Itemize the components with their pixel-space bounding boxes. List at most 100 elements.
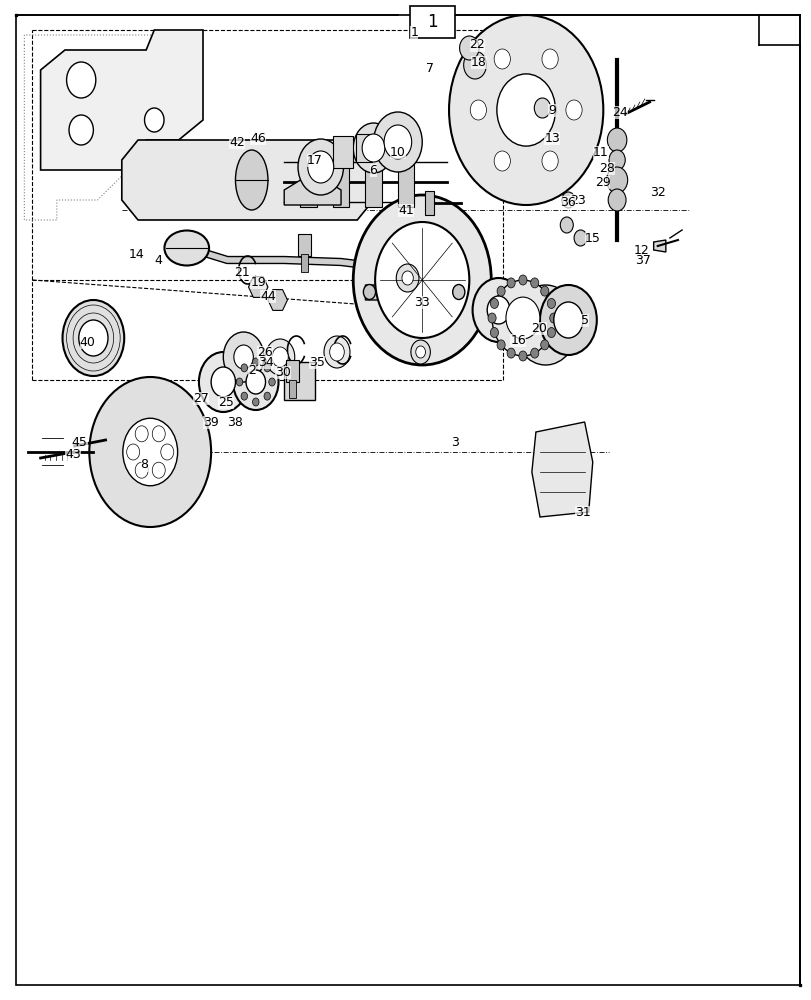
Circle shape [494, 49, 510, 69]
Circle shape [127, 444, 139, 460]
Text: 41: 41 [397, 204, 414, 217]
Bar [298, 234, 311, 256]
Text: 12: 12 [633, 243, 649, 256]
Circle shape [547, 328, 555, 338]
Text: 30: 30 [274, 365, 290, 378]
Text: 3: 3 [450, 436, 458, 448]
Circle shape [506, 348, 514, 358]
Circle shape [459, 36, 478, 60]
Circle shape [401, 271, 413, 285]
Circle shape [246, 370, 265, 394]
Circle shape [553, 302, 582, 338]
Circle shape [565, 100, 581, 120]
Text: 25: 25 [217, 395, 234, 408]
Circle shape [518, 275, 526, 285]
Circle shape [152, 426, 165, 442]
Circle shape [547, 298, 555, 308]
Text: 20: 20 [530, 322, 547, 334]
Circle shape [490, 328, 498, 338]
Text: 39: 39 [203, 416, 219, 428]
Bar [333, 157, 349, 207]
Circle shape [491, 280, 553, 356]
Circle shape [505, 297, 539, 339]
Circle shape [373, 112, 422, 172]
Circle shape [608, 150, 624, 170]
Circle shape [561, 192, 574, 208]
Text: 38: 38 [227, 416, 243, 428]
Circle shape [161, 444, 174, 460]
Text: 33: 33 [414, 296, 430, 308]
Circle shape [490, 298, 498, 308]
Text: 44: 44 [260, 290, 276, 302]
Circle shape [540, 340, 548, 350]
Polygon shape [653, 240, 665, 252]
Circle shape [298, 139, 343, 195]
Text: 22: 22 [469, 38, 485, 51]
Circle shape [448, 15, 603, 205]
Text: 35: 35 [308, 356, 324, 368]
Circle shape [534, 98, 550, 118]
Circle shape [494, 151, 510, 171]
Circle shape [530, 278, 539, 288]
Polygon shape [268, 290, 287, 310]
Circle shape [487, 313, 496, 323]
Circle shape [496, 74, 555, 146]
Circle shape [362, 134, 384, 162]
Circle shape [518, 351, 526, 361]
Circle shape [135, 426, 148, 442]
Circle shape [252, 398, 259, 406]
Circle shape [415, 346, 425, 358]
Circle shape [606, 167, 627, 193]
Circle shape [144, 108, 164, 132]
Text: 4: 4 [154, 253, 162, 266]
Circle shape [513, 285, 577, 365]
Polygon shape [248, 277, 268, 297]
Text: 13: 13 [543, 131, 560, 144]
Polygon shape [41, 30, 203, 170]
Text: 16: 16 [509, 334, 526, 347]
Circle shape [307, 151, 333, 183]
Circle shape [264, 392, 270, 400]
Ellipse shape [363, 284, 375, 300]
Circle shape [496, 286, 504, 296]
Circle shape [496, 340, 504, 350]
Text: 42: 42 [229, 135, 245, 148]
Text: 9: 9 [547, 104, 556, 116]
Circle shape [607, 128, 626, 152]
Circle shape [272, 347, 288, 367]
Circle shape [487, 296, 509, 324]
Circle shape [234, 345, 253, 369]
Circle shape [265, 339, 294, 375]
Text: 28: 28 [599, 161, 615, 174]
Text: 5: 5 [580, 314, 588, 326]
Circle shape [560, 217, 573, 233]
Circle shape [375, 222, 469, 338]
Circle shape [233, 354, 278, 410]
Ellipse shape [164, 231, 209, 265]
Text: 2: 2 [247, 363, 255, 376]
Polygon shape [284, 180, 341, 205]
Text: 34: 34 [258, 356, 274, 368]
Circle shape [530, 348, 539, 358]
Circle shape [353, 195, 491, 365]
Text: 29: 29 [594, 176, 610, 188]
Text: 43: 43 [65, 448, 81, 462]
Circle shape [549, 313, 557, 323]
Text: 23: 23 [569, 194, 586, 207]
Circle shape [236, 378, 242, 386]
Text: 14: 14 [128, 248, 144, 261]
Text: 7: 7 [426, 62, 434, 75]
Bar [424, 191, 434, 215]
Bar [300, 157, 316, 207]
Circle shape [199, 352, 247, 412]
Circle shape [122, 418, 178, 486]
Circle shape [540, 286, 548, 296]
Text: 1: 1 [427, 13, 437, 31]
Circle shape [353, 123, 393, 173]
Text: 6: 6 [369, 163, 377, 176]
Circle shape [472, 278, 524, 342]
Text: 19: 19 [250, 275, 266, 288]
Circle shape [539, 285, 596, 355]
Bar [301, 254, 307, 272]
Polygon shape [365, 285, 462, 300]
